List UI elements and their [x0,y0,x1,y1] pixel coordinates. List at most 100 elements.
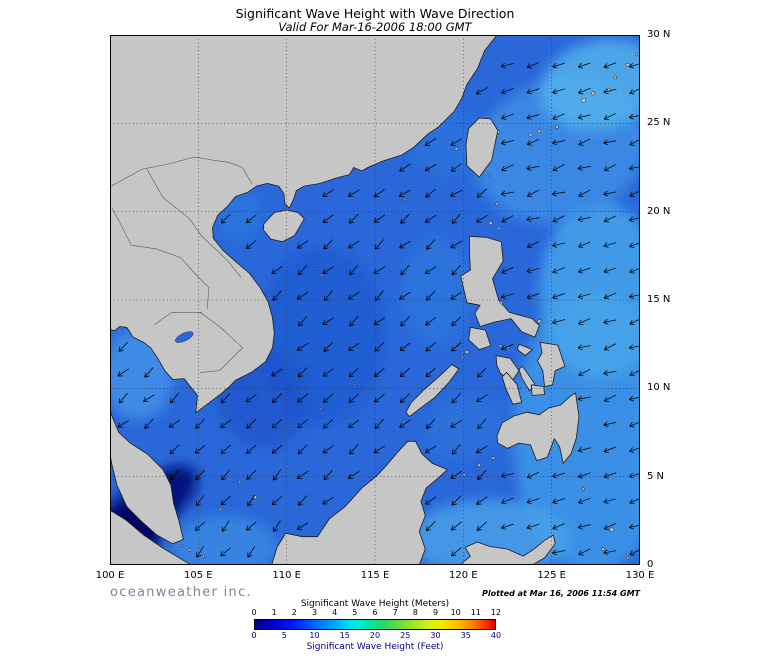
wave-arrow [373,214,385,223]
wave-arrow [526,293,540,300]
wave-arrow [451,444,461,455]
country-border [154,312,202,325]
country-border [111,207,210,309]
wave-arrow [451,342,462,352]
wave-arrow [246,418,257,429]
wave-arrow [221,469,230,481]
wave-arrow [450,291,462,300]
wave-arrow [577,165,591,171]
wave-arrow [476,394,488,403]
wave-arrow [577,216,591,223]
wave-arrow [501,497,514,505]
land-palawan [405,364,460,417]
wave-arrow [501,343,514,351]
islet [319,407,322,410]
islet [238,480,242,484]
islet [218,507,222,511]
wave-arrow [349,316,359,327]
wave-arrow [578,369,591,377]
wave-arrow [552,472,566,479]
meters-tick: 12 [490,608,502,617]
wave-arrow [552,62,566,69]
wave-arrow [323,393,334,403]
wave-arrow [552,293,565,300]
wave-arrow [399,291,411,300]
meters-tick: 1 [271,608,277,617]
wave-arrow [603,113,617,121]
wave-arrow [450,419,463,428]
wave-arrow [296,342,309,351]
wave-arrow [117,419,130,428]
wave-arrow [424,163,437,172]
islet [488,221,493,226]
country-border [199,312,243,373]
wave-arrow [272,469,282,481]
lon-tick-label: 115 E [360,570,390,581]
wave-arrow [117,368,129,377]
chart-subtitle: Valid For Mar-16-2006 18:00 GMT [278,20,472,34]
islet [609,527,614,532]
wave-arrow [603,139,617,146]
wave-arrow [450,138,463,146]
islet [365,392,368,395]
wave-arrow [577,267,591,274]
wave-arrow [273,520,281,532]
wave-arrow [603,318,617,325]
wave-arrow [196,546,204,558]
legend-feet-ticks: 0 5 10 15 20 25 30 35 40 [0,631,775,641]
feet-tick: 35 [460,631,471,640]
land-negros [501,372,522,405]
islet [581,97,586,103]
wave-arrow [552,215,565,223]
wave-arrow [398,189,411,197]
lat-tick-label: 10 N [647,382,671,394]
wave-arrow [298,315,308,327]
wave-arrow [552,190,566,197]
islet [290,424,294,427]
country-border [110,156,253,188]
wave-arrow [476,214,488,223]
land-luzon [460,236,540,338]
wave-arrow [297,393,308,403]
wave-arrow [501,523,514,530]
wave-arrow [399,163,411,172]
wave-arrow [603,292,617,300]
wave-arrow [500,139,514,146]
islet [581,487,586,491]
wave-arrow [424,214,437,223]
wave-arrow [603,242,617,248]
wave-arrow [552,113,565,120]
feet-tick: 0 [251,631,257,640]
map-border [110,35,640,565]
lake [175,331,194,343]
wave-arrow [552,498,565,505]
latitude-axis: 0 5 N 10 N 15 N 20 N 25 N 30 N [647,0,692,600]
land-mindanao [496,392,580,464]
wave-arrow [425,367,436,378]
wave-arrow [424,138,437,146]
wave-arrow [169,469,180,481]
wave-arrow [374,341,385,352]
wave-arrow [500,62,514,69]
islet [353,383,356,386]
wave-arrow [552,242,566,248]
islet [462,473,466,477]
lat-tick-label: 5 N [647,470,665,482]
islet [225,411,228,414]
wave-arrow [526,216,540,223]
wave-arrow [475,87,488,95]
wave-arrow [296,522,309,530]
wave-arrow [603,215,617,223]
wave-arrow [526,62,540,69]
wave-arrow [603,522,617,530]
wave-arrow [578,189,591,197]
wave-arrow [578,241,591,249]
wave-arrow [501,266,514,274]
islet [488,174,491,177]
wave-arrow [323,418,334,429]
wave-arrow [501,164,514,172]
islet [387,388,391,391]
wave-arrow [476,496,488,505]
wave-arrow [603,446,617,453]
wave-arrow [526,523,540,530]
